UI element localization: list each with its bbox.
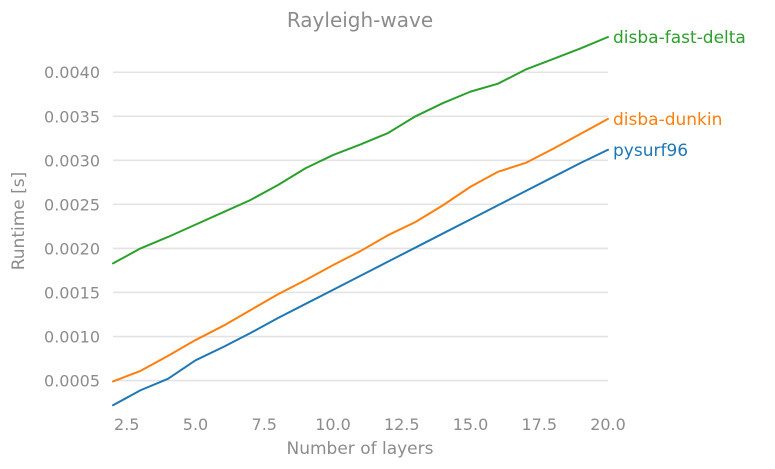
x-tick-label: 20.0 <box>590 415 626 434</box>
series-layer: disba-fast-delta disba-dunkin pysurf96 <box>112 28 746 407</box>
x-tick-label: 7.5 <box>252 415 277 434</box>
series-line <box>112 117 609 383</box>
series-line <box>112 36 609 265</box>
x-axis-label: Number of layers <box>287 439 434 459</box>
grid-layer <box>113 71 608 382</box>
y-tick-label: 0.0010 <box>44 328 100 347</box>
x-tick-label: 17.5 <box>521 415 557 434</box>
x-axis-ticks: 2.5 5.0 7.5 10.0 12.5 15.0 17.5 20.0 <box>114 415 626 434</box>
x-tick-label: 12.5 <box>384 415 420 434</box>
series-label: disba-dunkin <box>613 110 722 130</box>
y-tick-label: 0.0005 <box>44 372 100 391</box>
y-tick-label: 0.0040 <box>44 63 100 82</box>
series-disba-fast-delta: disba-fast-delta <box>112 28 746 265</box>
series-label: pysurf96 <box>613 141 688 161</box>
y-tick-label: 0.0035 <box>44 107 100 126</box>
y-axis-label: Runtime [s] <box>9 172 29 271</box>
x-tick-label: 15.0 <box>453 415 489 434</box>
x-tick-label: 5.0 <box>183 415 208 434</box>
series-line <box>112 148 609 407</box>
series-disba-dunkin: disba-dunkin <box>112 110 722 383</box>
y-tick-label: 0.0020 <box>44 239 100 258</box>
x-tick-label: 10.0 <box>315 415 351 434</box>
series-label: disba-fast-delta <box>613 28 746 48</box>
chart-title: Rayleigh-wave <box>287 8 433 32</box>
y-tick-label: 0.0030 <box>44 151 100 170</box>
y-axis-ticks: 0.0005 0.0010 0.0015 0.0020 0.0025 0.0030 0.00… <box>44 63 100 390</box>
x-tick-label: 2.5 <box>114 415 139 434</box>
series-pysurf96: pysurf96 <box>112 141 688 407</box>
y-tick-label: 0.0015 <box>44 283 100 302</box>
y-tick-label: 0.0025 <box>44 195 100 214</box>
